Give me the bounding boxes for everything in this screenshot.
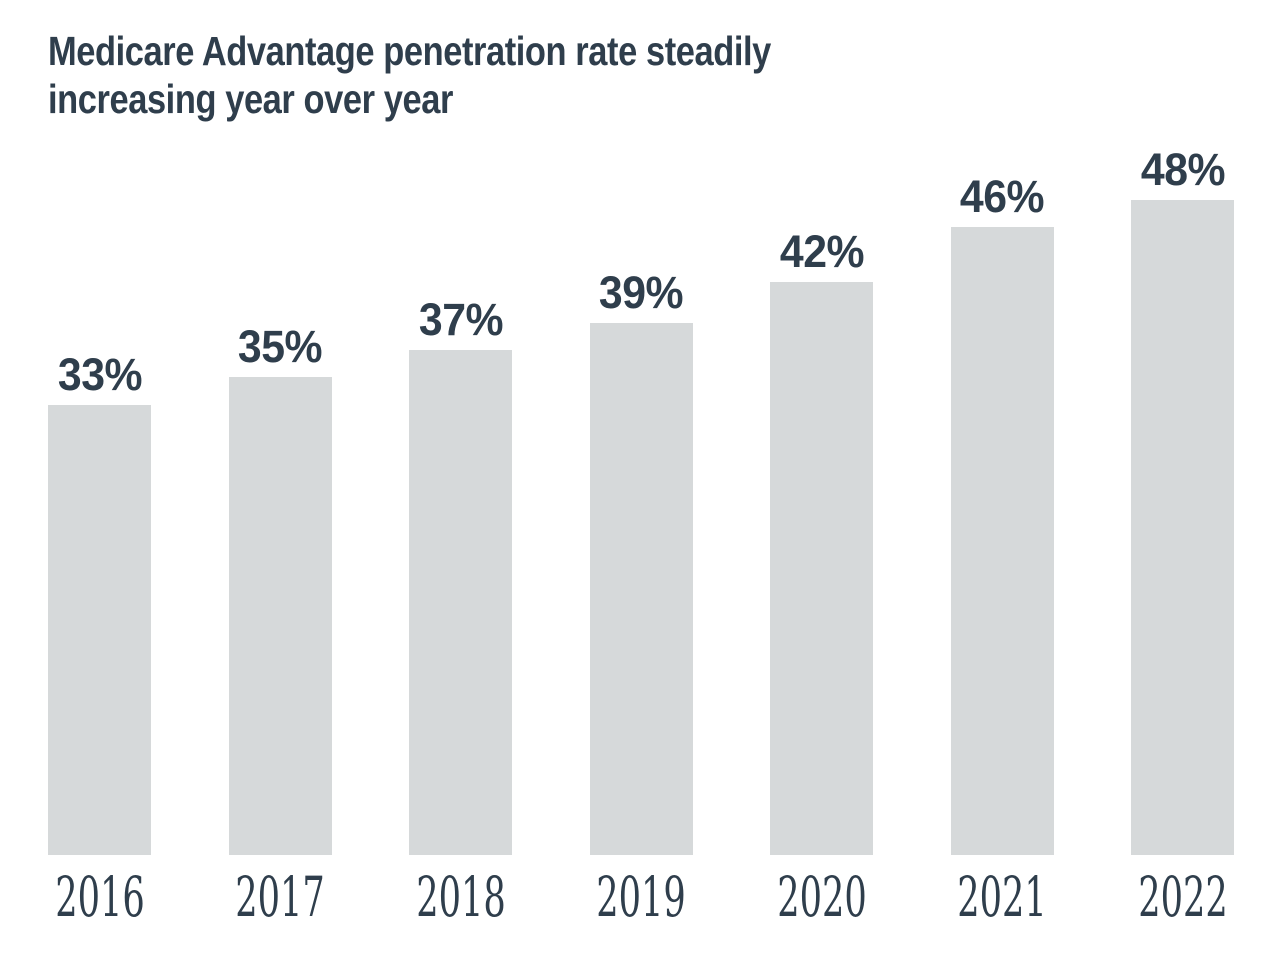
value-label-2019: 39%: [598, 267, 684, 318]
value-label-2017: 35%: [237, 321, 323, 372]
bar-2016: [48, 405, 151, 855]
axis-label-2022: 2022: [1137, 865, 1228, 929]
axis-label-2016: 2016: [54, 865, 145, 929]
value-label-2018: 37%: [418, 294, 503, 345]
bar-2018: [409, 350, 512, 855]
value-label-2016: 33%: [57, 349, 142, 400]
chart-title-line-2: increasing year over year: [48, 76, 453, 122]
chart-title: Medicare Advantage penetration rate stea…: [48, 27, 771, 123]
bar-2022: [1131, 200, 1234, 855]
axis-label-2021: 2021: [957, 865, 1047, 929]
value-label-2020: 42%: [779, 226, 864, 277]
value-label-2022: 48%: [1140, 144, 1225, 195]
axis-label-2017: 2017: [235, 865, 325, 929]
axis-label-2019: 2019: [596, 865, 686, 929]
bar-2020: [770, 282, 873, 855]
axis-label-2018: 2018: [415, 865, 506, 929]
bar-2019: [589, 323, 693, 855]
value-label-2021: 46%: [959, 171, 1045, 222]
bar-2017: [228, 377, 332, 855]
axis-label-2020: 2020: [776, 865, 867, 929]
chart-title-line-1: Medicare Advantage penetration rate stea…: [48, 28, 771, 74]
bar-2021: [950, 227, 1054, 855]
